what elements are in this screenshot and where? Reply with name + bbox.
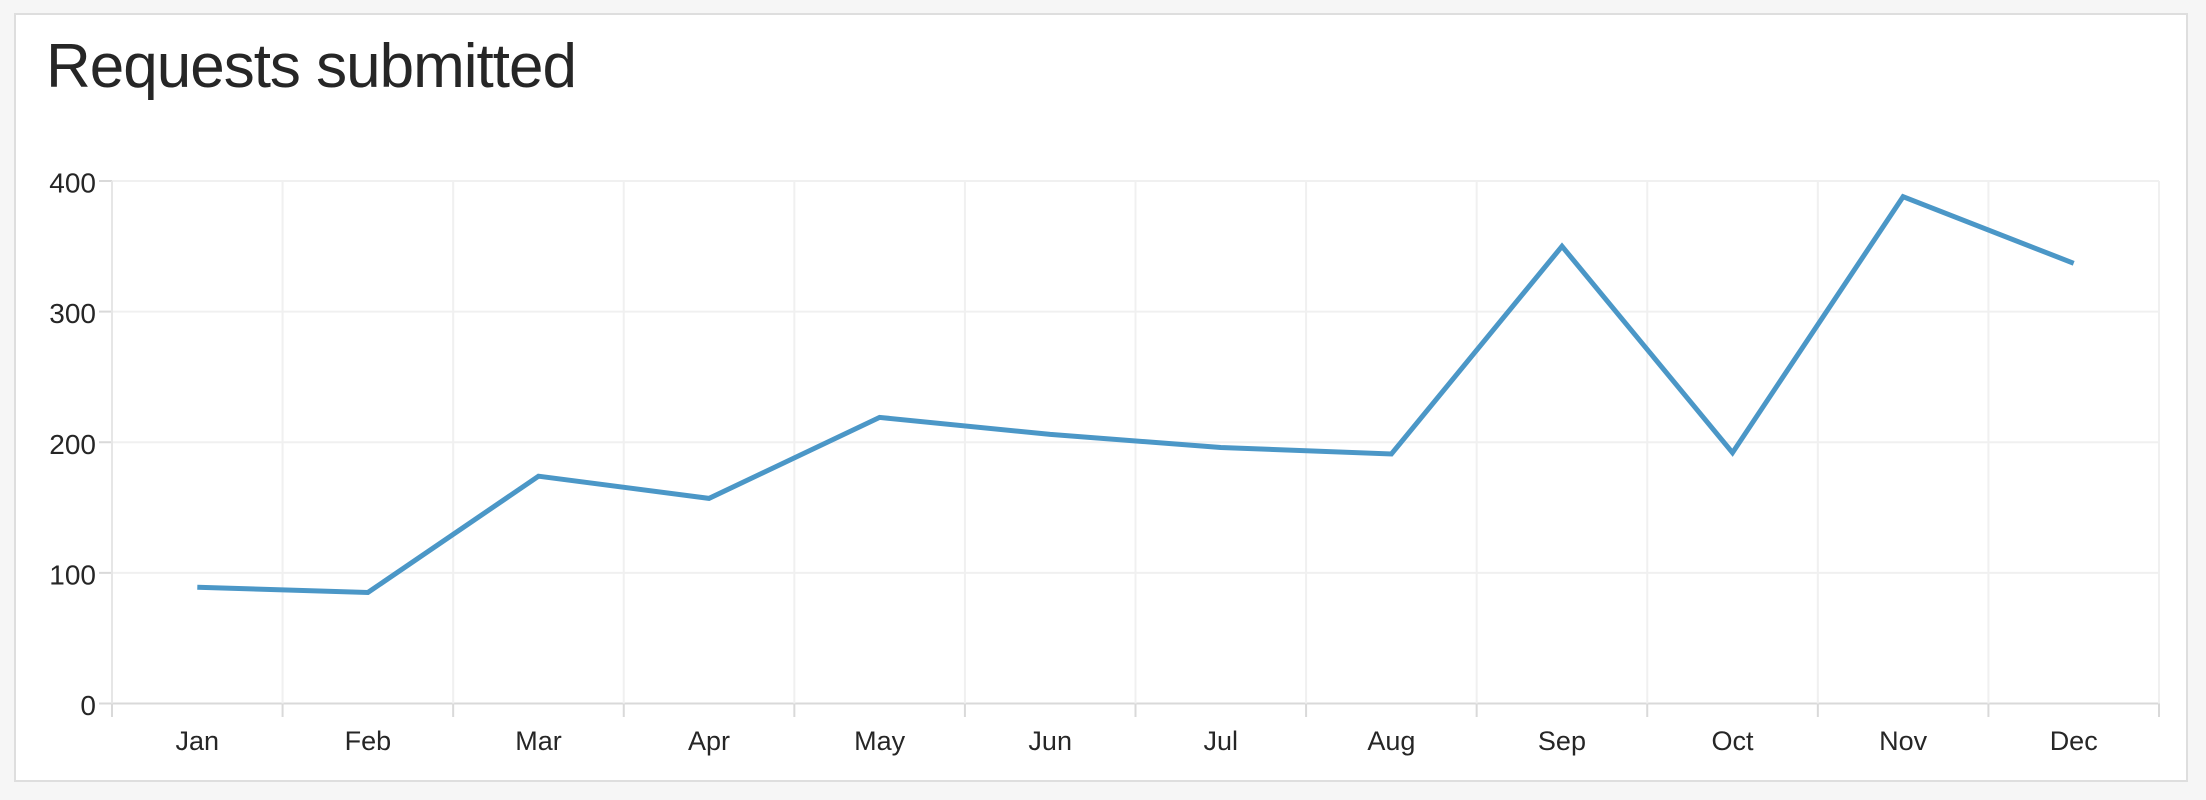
chart-card: Requests submitted — [14, 13, 2188, 782]
series-line[interactable] — [197, 193, 2075, 596]
chart-title: Requests submitted — [46, 32, 577, 101]
